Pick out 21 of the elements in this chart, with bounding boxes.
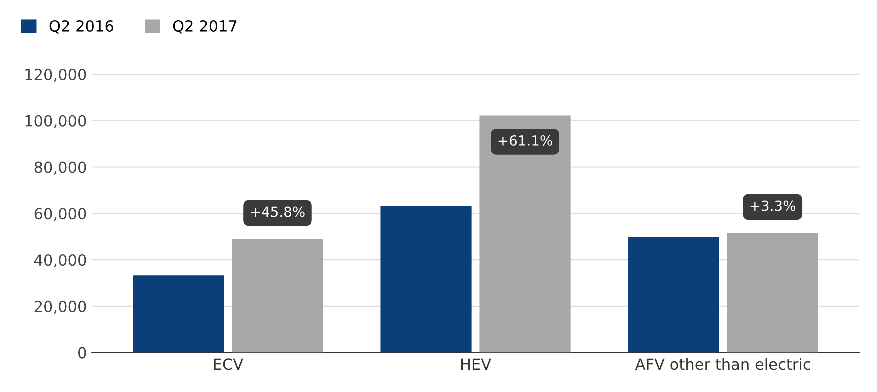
annotation: +45.8%: [251, 206, 305, 218]
legend-label: Q2 2017: [173, 20, 237, 34]
y-tick-label: 80,000: [34, 162, 86, 175]
bar: [628, 237, 720, 353]
x-tick-label: ECV: [214, 358, 244, 370]
y-tick-label: 20,000: [34, 300, 86, 314]
x-tick-label: HEV: [461, 358, 492, 370]
y-tick-label: 100,000: [26, 115, 86, 128]
y-tick-label: 0: [78, 347, 86, 359]
annotation: +61.1%: [498, 135, 552, 146]
bar: [380, 206, 472, 353]
y-tick-label: 60,000: [34, 208, 86, 222]
annotation: +3.3%: [750, 200, 796, 212]
y-tick-label: 40,000: [34, 254, 86, 268]
bar: [232, 239, 324, 353]
y-tick-label: 120,000: [26, 68, 86, 82]
bar: [727, 233, 818, 353]
x-tick-label: AFV other than electric: [635, 358, 810, 370]
bar: [480, 116, 571, 353]
legend-label: Q2 2016: [50, 20, 114, 34]
bar: [133, 276, 224, 353]
